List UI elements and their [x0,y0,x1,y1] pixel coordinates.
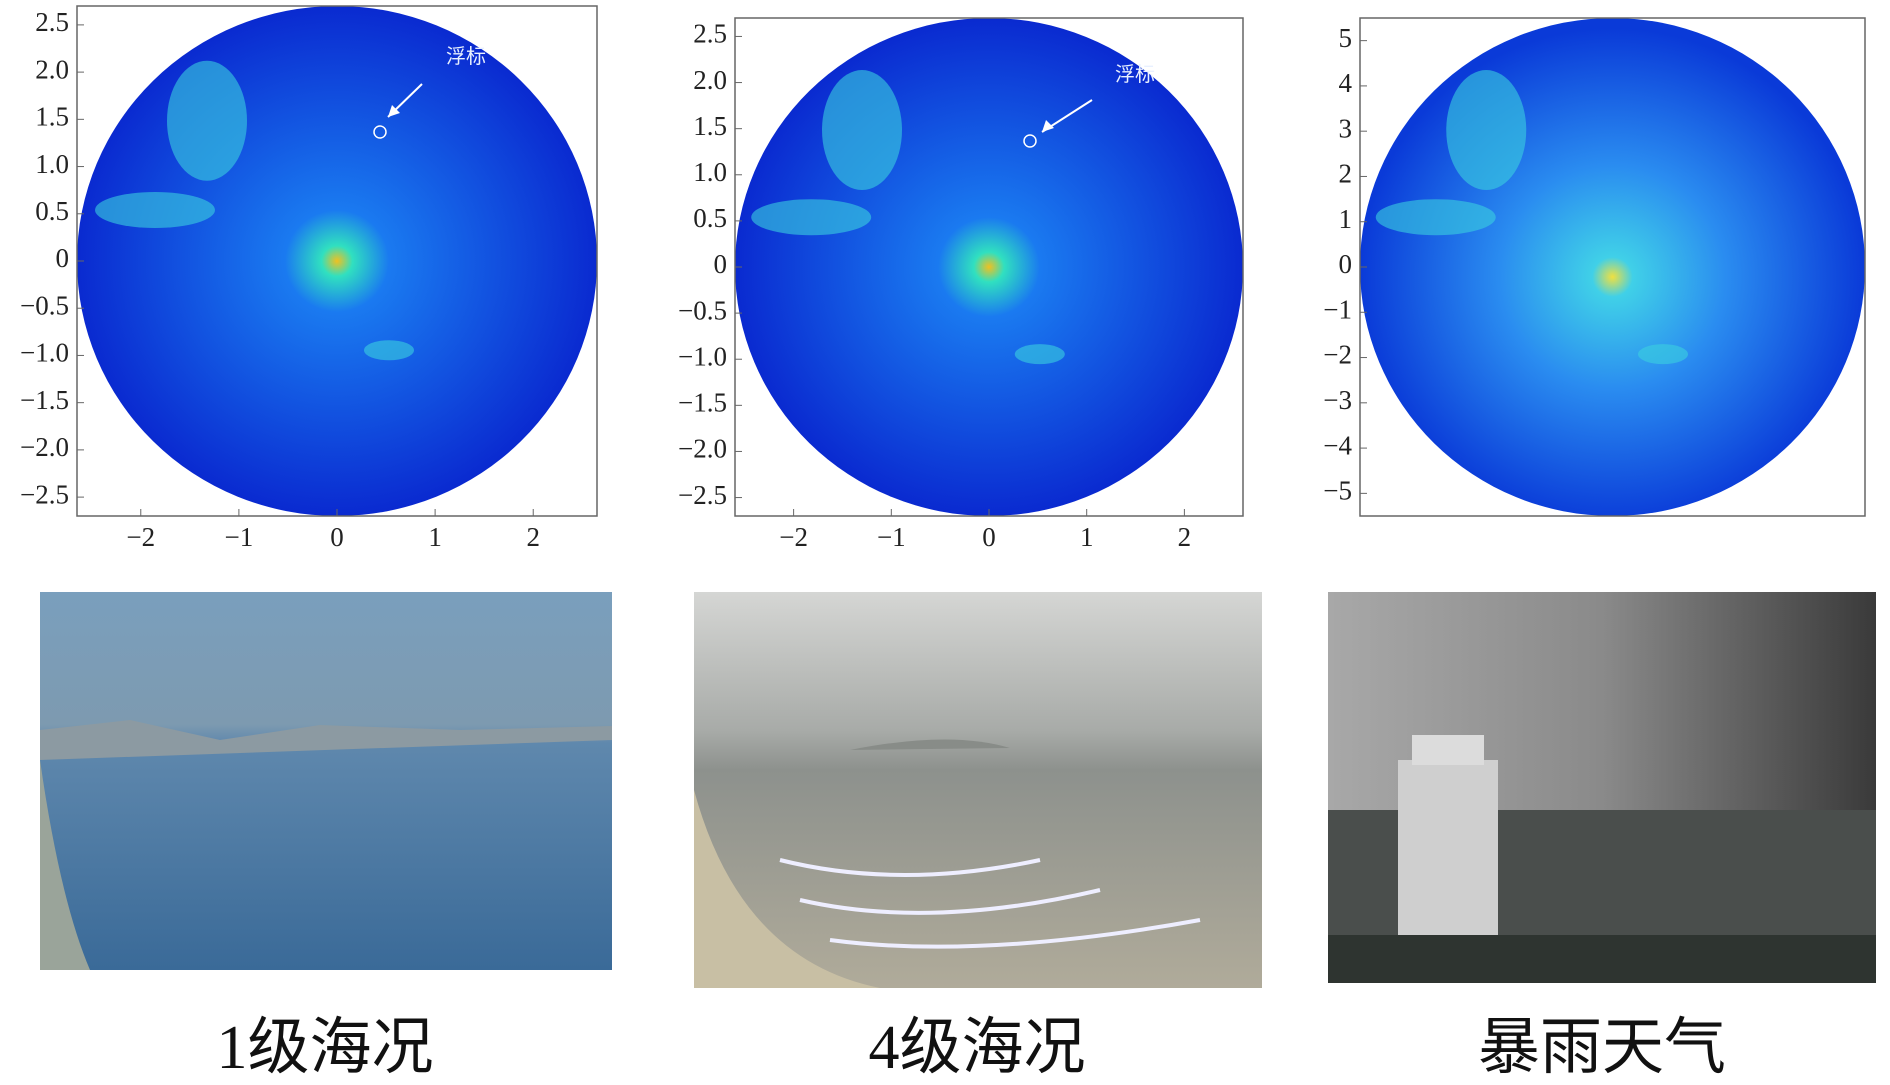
echo [1014,344,1065,365]
y-tick-label: 2.0 [693,65,727,95]
y-tick-label: 1.0 [693,157,727,187]
caption: 1级海况 [216,1014,433,1082]
y-tick-label: 5 [1339,23,1353,53]
x-tick-label: −1 [877,522,906,552]
y-tick-label: −0.5 [678,295,727,325]
x-tick-label: 2 [526,522,540,552]
waves [779,858,1201,949]
buoy-marker [373,125,387,139]
y-tick-label: 2.0 [35,54,69,84]
y-tick-label: 0 [714,249,728,279]
y-tick-label: −2.5 [20,479,69,509]
echo [364,340,414,361]
y-tick-label: 2 [1339,159,1353,189]
beach [694,790,880,988]
echo [822,70,902,191]
echo [1446,70,1527,191]
y-tick-label: −2 [1323,340,1352,370]
y-tick-label: −2.0 [20,432,69,462]
y-tick-label: −1 [1323,294,1352,324]
y-tick-label: 2.5 [693,19,727,49]
island [850,739,1010,750]
echo [95,192,215,228]
x-tick-label: 0 [982,522,996,552]
photo [40,592,612,970]
x-tick-label: −2 [779,522,808,552]
y-tick-label: 3 [1339,113,1353,143]
y-tick-label: −0.5 [20,290,69,320]
annotation: 浮标 [446,44,486,68]
y-tick-label: 1.0 [35,149,69,179]
y-tick-label: 0.5 [693,203,727,233]
x-tick-label: 1 [428,522,442,552]
y-tick-label: 1.5 [693,111,727,141]
y-tick-label: −2.5 [678,480,727,510]
ground [1328,935,1876,983]
caption: 4级海况 [868,1014,1085,1082]
arrow-head [1042,120,1054,132]
echo [751,199,872,236]
echo [1638,344,1688,365]
x-tick-label: −1 [225,522,254,552]
buoy-marker [1023,134,1037,148]
x-tick-label: 1 [1080,522,1094,552]
arrow-head [388,105,400,117]
y-tick-label: 0.5 [35,196,69,226]
y-tick-label: −2.0 [678,434,727,464]
echo [1375,199,1496,236]
y-tick-label: −4 [1323,430,1352,460]
y-tick-label: 0 [1339,249,1353,279]
y-tick-label: 4 [1339,68,1353,98]
coastline [40,720,612,760]
photo [694,592,1262,988]
x-tick-label: 2 [1178,522,1192,552]
echo [167,60,247,181]
y-tick-label: −5 [1323,476,1352,506]
radar-image [77,6,597,516]
x-tick-label: 0 [330,522,344,552]
y-tick-label: 1.5 [35,102,69,132]
y-tick-label: 0 [56,243,70,273]
building-top [1412,735,1484,765]
y-tick-label: −1.0 [20,338,69,368]
shore [40,760,90,970]
radar-image [735,18,1243,516]
x-tick-label: −2 [126,522,155,552]
caption: 暴雨天气 [1478,1014,1726,1082]
y-tick-label: −1.5 [20,385,69,415]
y-tick-label: −1.0 [678,341,727,371]
y-tick-label: −1.5 [678,388,727,418]
y-tick-label: −3 [1323,385,1352,415]
y-tick-label: 2.5 [35,7,69,37]
radar-image [1360,18,1865,516]
building [1398,760,1498,950]
annotation: 浮标 [1115,62,1155,86]
y-tick-label: 1 [1339,204,1353,234]
